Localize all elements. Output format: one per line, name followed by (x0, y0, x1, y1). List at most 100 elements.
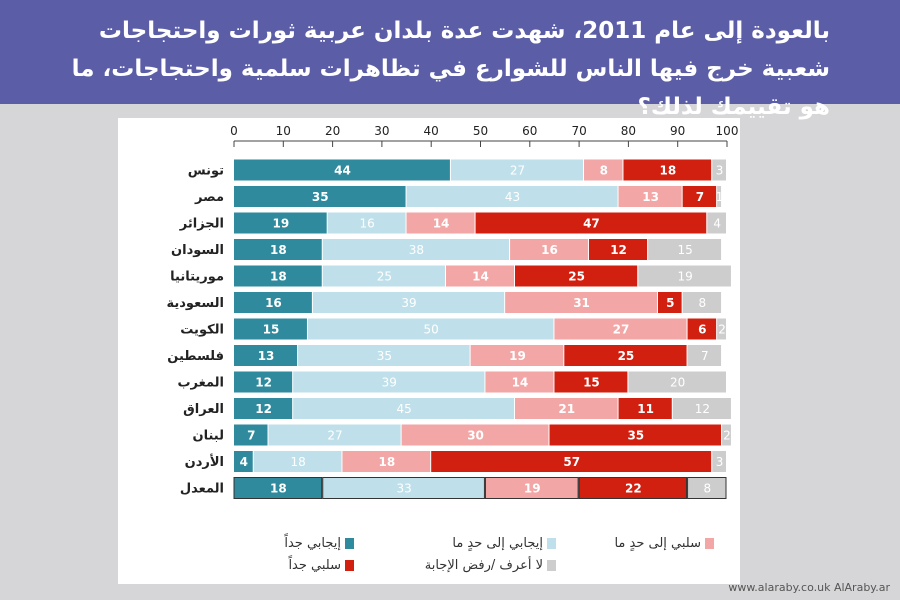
bar-segment (628, 371, 726, 393)
bar-segment (234, 451, 253, 472)
data-label: 2 (723, 429, 731, 443)
data-label: 30 (467, 429, 484, 443)
bar-segment (234, 292, 312, 313)
category-label: فلسطين (167, 349, 224, 364)
bar-segment (485, 371, 554, 393)
data-label: 38 (409, 243, 424, 257)
data-label: 11 (637, 402, 654, 416)
bar-segment (515, 265, 638, 287)
data-label: 19 (509, 349, 526, 363)
bar-segment (515, 398, 618, 419)
data-label: 35 (377, 349, 392, 363)
bar-segment (450, 159, 584, 181)
bar-segment (293, 371, 485, 393)
data-label: 19 (677, 270, 692, 284)
bar-segment (234, 345, 298, 366)
bar-segment (505, 292, 657, 313)
bar-segment (322, 239, 510, 260)
data-label: 27 (327, 429, 342, 443)
data-label: 7 (247, 429, 255, 443)
category-label: المغرب (177, 376, 224, 391)
legend-label: سلبي جداً (288, 558, 341, 573)
bar-segment (638, 265, 731, 287)
legend-label: سلبي إلى حدٍ ما (614, 536, 701, 551)
bar-segment (707, 212, 726, 234)
bar-segment (401, 424, 549, 446)
data-label: 12 (255, 376, 272, 390)
data-label: 16 (359, 217, 374, 231)
bar-segment (234, 371, 293, 393)
data-label: 12 (255, 402, 272, 416)
x-tick-label: 80 (621, 124, 636, 138)
bar-segment (578, 477, 688, 499)
bar-segment (623, 159, 712, 181)
category-label: لبنان (193, 429, 224, 444)
data-label: 1 (716, 190, 724, 204)
bar-segment (327, 212, 406, 234)
footer-credit: www.alaraby.co.uk AlAraby.ar (728, 581, 890, 594)
data-label: 35 (627, 429, 644, 443)
bar-segment (234, 265, 322, 287)
data-label: 5 (666, 296, 674, 310)
x-tick-label: 40 (424, 124, 439, 138)
data-label: 27 (613, 323, 630, 337)
bar-segment (712, 451, 726, 472)
bar-segment (564, 345, 687, 366)
question-title: بالعودة إلى عام 2011، شهدت عدة بلدان عرب… (71, 18, 830, 120)
x-tick-label: 20 (325, 124, 340, 138)
data-label: 27 (510, 164, 525, 178)
bar-segment (687, 477, 727, 499)
data-label: 3 (716, 455, 724, 469)
bar-segment (268, 424, 401, 446)
x-tick-label: 90 (670, 124, 685, 138)
bar-segment (549, 424, 722, 446)
x-tick-label: 10 (276, 124, 291, 138)
data-label: 15 (677, 243, 692, 257)
category-label: الجزائر (179, 217, 224, 232)
data-label: 18 (290, 455, 305, 469)
bar-segment (717, 186, 722, 207)
legend-label: إيجابي إلى حدٍ ما (452, 536, 543, 551)
data-label: 25 (377, 270, 392, 284)
data-label: 21 (558, 402, 575, 416)
legend-swatch (345, 560, 354, 571)
legend-swatch (705, 538, 714, 549)
data-label: 13 (258, 349, 275, 363)
bar-segment (234, 212, 327, 234)
category-label: الكويت (180, 323, 224, 338)
x-tick-label: 30 (374, 124, 389, 138)
bar-segment (470, 345, 564, 366)
question-header: بالعودة إلى عام 2011، شهدت عدة بلدان عرب… (0, 0, 900, 120)
data-label: 45 (396, 402, 411, 416)
data-label: 20 (670, 376, 685, 390)
data-label: 18 (659, 164, 676, 178)
category-label: المعدل (180, 482, 224, 497)
data-label: 18 (270, 482, 287, 496)
bar-segment (234, 186, 406, 207)
bar-segment (588, 239, 648, 260)
legend-item: إيجابي إلى حدٍ ما (452, 536, 556, 551)
legend-item: لا أعرف /رفض الإجابة (425, 558, 556, 573)
bar-segment (234, 398, 293, 419)
legend-label: إيجابي جداً (284, 536, 341, 551)
category-label: تونس (188, 164, 224, 179)
data-label: 7 (696, 190, 704, 204)
bar-segment (445, 265, 515, 287)
data-label: 31 (573, 296, 590, 310)
chart-panel: 0 10 20 30 40 50 60 70 80 90 100 تونس 44 27 8 18 3 مصر 35 4… (118, 118, 740, 584)
data-label: 18 (378, 455, 395, 469)
bar-segment (682, 292, 722, 313)
x-tick-label: 50 (473, 124, 488, 138)
category-label: السعودية (167, 296, 225, 311)
bar-segment (406, 186, 618, 207)
bar-segment (234, 424, 268, 446)
data-label: 14 (472, 270, 489, 284)
data-label: 16 (541, 243, 558, 257)
legend-swatch (547, 538, 556, 549)
legend-swatch (345, 538, 354, 549)
data-label: 25 (568, 270, 585, 284)
data-label: 4 (713, 217, 721, 231)
data-label: 39 (382, 376, 397, 390)
bar-segment (618, 398, 672, 419)
